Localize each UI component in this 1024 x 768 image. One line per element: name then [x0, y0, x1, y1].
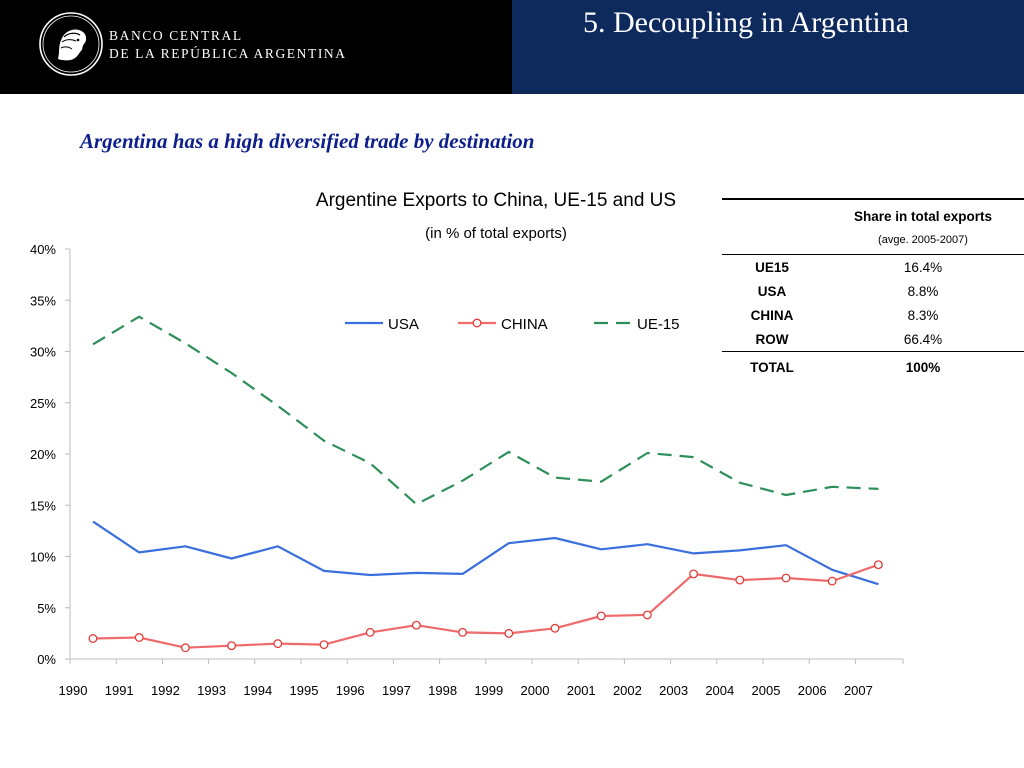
chart-subtitle: (in % of total exports) — [425, 225, 567, 242]
x-tick-label: 1991 — [105, 683, 134, 698]
row-label: UE15 — [755, 259, 789, 275]
row-label: USA — [757, 283, 787, 299]
chart-legend: USA CHINA UE-15 — [345, 316, 680, 333]
slide-header: BANCO CENTRAL DE LA REPÚBLICA ARGENTINA … — [0, 0, 1024, 94]
data-point — [458, 627, 468, 637]
x-tick-label: 1999 — [474, 683, 503, 698]
data-point — [319, 640, 329, 650]
table-row: ROW 66.4% — [722, 327, 1024, 352]
data-point — [642, 610, 652, 620]
share-in-exports-table: Share in total exports (avge. 2005-2007)… — [722, 198, 1024, 382]
series-usa — [92, 520, 879, 586]
table-row: UE15 16.4% — [722, 254, 1024, 280]
table-row: CHINA 8.3% — [722, 303, 1024, 327]
series-china — [88, 560, 883, 653]
table-total-row: TOTAL 100% — [722, 351, 1024, 383]
x-tick-label: 1998 — [428, 683, 457, 698]
data-point — [365, 627, 375, 637]
data-point — [134, 633, 144, 642]
x-tick-label: 1995 — [290, 683, 319, 698]
table-row: USA 8.8% — [722, 279, 1024, 303]
data-point — [411, 620, 421, 630]
total-value: 100% — [905, 359, 941, 375]
y-tick-label: 35% — [30, 293, 56, 308]
data-point — [596, 611, 606, 621]
series-ue-15 — [92, 315, 879, 506]
row-label: CHINA — [750, 307, 794, 323]
x-tick-label: 2003 — [659, 683, 688, 698]
data-point — [273, 639, 283, 649]
data-point — [781, 573, 791, 583]
row-value: 8.3% — [907, 307, 939, 323]
row-value: 66.4% — [903, 331, 943, 347]
y-tick-label: 15% — [30, 498, 56, 513]
chart-series — [88, 315, 883, 653]
x-tick-label: 1994 — [243, 683, 272, 698]
x-tick-label: 2002 — [613, 683, 642, 698]
data-point — [504, 628, 514, 638]
table-subheader: (avge. 2005-2007) — [878, 234, 968, 246]
data-point — [827, 576, 837, 586]
chart-title: Argentine Exports to China, UE-15 and US — [316, 190, 676, 211]
y-tick-label: 25% — [30, 396, 56, 411]
x-tick-label: 1993 — [197, 683, 226, 698]
x-tick-label: 2000 — [521, 683, 550, 698]
y-tick-label: 40% — [30, 242, 56, 257]
data-point — [88, 634, 98, 643]
series-line — [92, 520, 879, 586]
legend-label: UE-15 — [637, 316, 680, 333]
table-header: Share in total exports — [853, 208, 993, 224]
bank-name-line2: DE LA REPÚBLICA ARGENTINA — [109, 46, 347, 61]
legend-label: USA — [388, 316, 419, 333]
bank-name: BANCO CENTRAL DE LA REPÚBLICA ARGENTINA — [109, 27, 347, 63]
data-point — [227, 641, 237, 651]
data-point — [873, 560, 883, 570]
legend-marker — [472, 318, 482, 328]
series-line — [92, 563, 879, 649]
x-tick-label: 1996 — [336, 683, 365, 698]
y-tick-label: 30% — [30, 345, 56, 360]
row-value: 8.8% — [907, 283, 939, 299]
x-tick-label: 2001 — [567, 683, 596, 698]
x-tick-label: 1990 — [59, 683, 88, 698]
y-tick-label: 10% — [30, 550, 56, 565]
y-tick-label: 5% — [37, 601, 56, 616]
x-tick-label: 2005 — [752, 683, 781, 698]
legend-label: CHINA — [501, 316, 548, 333]
y-tick-label: 0% — [37, 652, 56, 667]
data-point — [689, 569, 699, 579]
x-tick-label: 2004 — [705, 683, 734, 698]
y-tick-label: 20% — [30, 447, 56, 462]
x-tick-label: 2006 — [798, 683, 827, 698]
slide-title: 5. Decoupling in Argentina — [583, 6, 910, 39]
row-value: 16.4% — [903, 259, 943, 275]
x-tick-label: 2007 — [844, 683, 873, 698]
row-label: ROW — [755, 331, 789, 347]
chart-axes: 0% 5% 10% 15% 20% 25% 30% 35% 40% 1990 1991 1992 199… — [30, 242, 904, 698]
slide-subtitle: Argentina has a high diversified trade b… — [80, 129, 535, 153]
x-tick-label: 1992 — [151, 683, 180, 698]
data-point — [550, 623, 560, 633]
liberty-head-medallion-icon — [39, 12, 103, 76]
header-left-panel: BANCO CENTRAL DE LA REPÚBLICA ARGENTINA — [0, 0, 512, 94]
x-tick-label: 1997 — [382, 683, 411, 698]
bank-name-line1: BANCO CENTRAL — [109, 28, 243, 43]
data-point — [735, 575, 745, 585]
total-label: TOTAL — [750, 359, 794, 375]
header-right-panel — [512, 0, 1024, 94]
series-line — [92, 315, 879, 506]
data-point — [180, 643, 190, 653]
